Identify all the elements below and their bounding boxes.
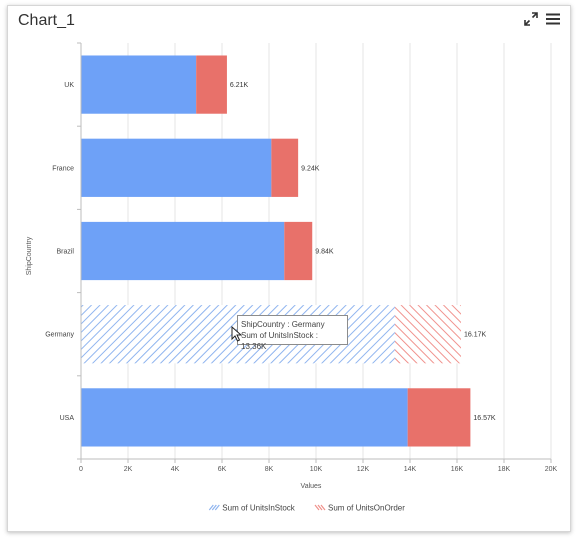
bar-units-on-order[interactable] — [394, 305, 461, 364]
x-tick-label: 20K — [545, 466, 558, 473]
legend-item[interactable]: Sum of UnitsOnOrder — [314, 504, 405, 513]
axis-layer: 0 2K 4K 6K 8K 10K 12K 14K 16K 18K 20K UK France Brazi… — [45, 42, 558, 473]
x-tick-label: 0 — [79, 466, 83, 473]
legend-label: Sum of UnitsInStock — [222, 504, 295, 513]
tooltip-line-1: ShipCountry : Germany — [241, 320, 325, 329]
data-label: 16.57K — [473, 415, 496, 422]
y-tick-label: USA — [60, 415, 75, 422]
x-tick-label: 14K — [404, 466, 417, 473]
x-tick-label: 12K — [357, 466, 370, 473]
x-tick-label: 6K — [218, 466, 227, 473]
chart-widget: Chart_1 6.21K 9.24K 9.84K 16.17K 16.57K 0 2K 4… — [7, 5, 571, 532]
bar-chart: 6.21K 9.24K 9.84K 16.17K 16.57K 0 2K 4K 6K 8K 10K… — [26, 42, 558, 513]
bar-units-on-order[interactable] — [271, 138, 299, 197]
data-label: 9.84K — [315, 249, 334, 256]
bar-units-in-stock[interactable] — [81, 388, 408, 447]
data-label: 6.21K — [230, 82, 249, 89]
data-label: 16.17K — [464, 332, 487, 339]
bar-units-in-stock[interactable] — [81, 221, 285, 281]
bar-units-on-order[interactable] — [407, 388, 471, 447]
chart-title: Chart_1 — [18, 12, 75, 29]
y-tick-label: Germany — [45, 332, 74, 339]
x-tick-label: 2K — [124, 466, 133, 473]
hamburger-menu-icon[interactable] — [545, 12, 561, 26]
tooltip-line-2: Sum of UnitsInStock : 13.36K — [241, 331, 318, 351]
labels-layer: 6.21K 9.24K 9.84K 16.17K 16.57K — [230, 82, 496, 422]
legend-label: Sum of UnitsOnOrder — [328, 504, 405, 513]
bar-units-on-order[interactable] — [196, 55, 227, 114]
bars-layer — [81, 55, 471, 447]
y-tick-label: France — [52, 165, 74, 172]
x-tick-label: 16K — [451, 466, 464, 473]
y-axis-title: ShipCountry — [26, 236, 33, 275]
data-label: 9.24K — [301, 165, 320, 172]
tooltip: ShipCountry : Germany Sum of UnitsInStoc… — [237, 315, 348, 351]
bar-units-in-stock[interactable] — [81, 55, 197, 114]
bar-units-in-stock[interactable] — [81, 138, 272, 197]
x-tick-label: 8K — [265, 466, 274, 473]
y-tick-label: UK — [64, 82, 74, 89]
x-tick-label: 4K — [171, 466, 180, 473]
legend: Sum of UnitsInStock Sum of UnitsOnOrder — [208, 504, 405, 513]
legend-swatch-icon — [208, 504, 220, 511]
bar-units-on-order[interactable] — [284, 221, 313, 281]
mouse-cursor-icon — [231, 326, 243, 342]
y-tick-label: Brazil — [56, 249, 74, 256]
x-tick-label: 18K — [498, 466, 511, 473]
x-axis-title: Values — [301, 483, 322, 490]
legend-swatch-icon — [314, 504, 326, 511]
x-tick-label: 10K — [310, 466, 323, 473]
expand-icon[interactable] — [524, 12, 538, 26]
legend-item[interactable]: Sum of UnitsInStock — [208, 504, 296, 513]
